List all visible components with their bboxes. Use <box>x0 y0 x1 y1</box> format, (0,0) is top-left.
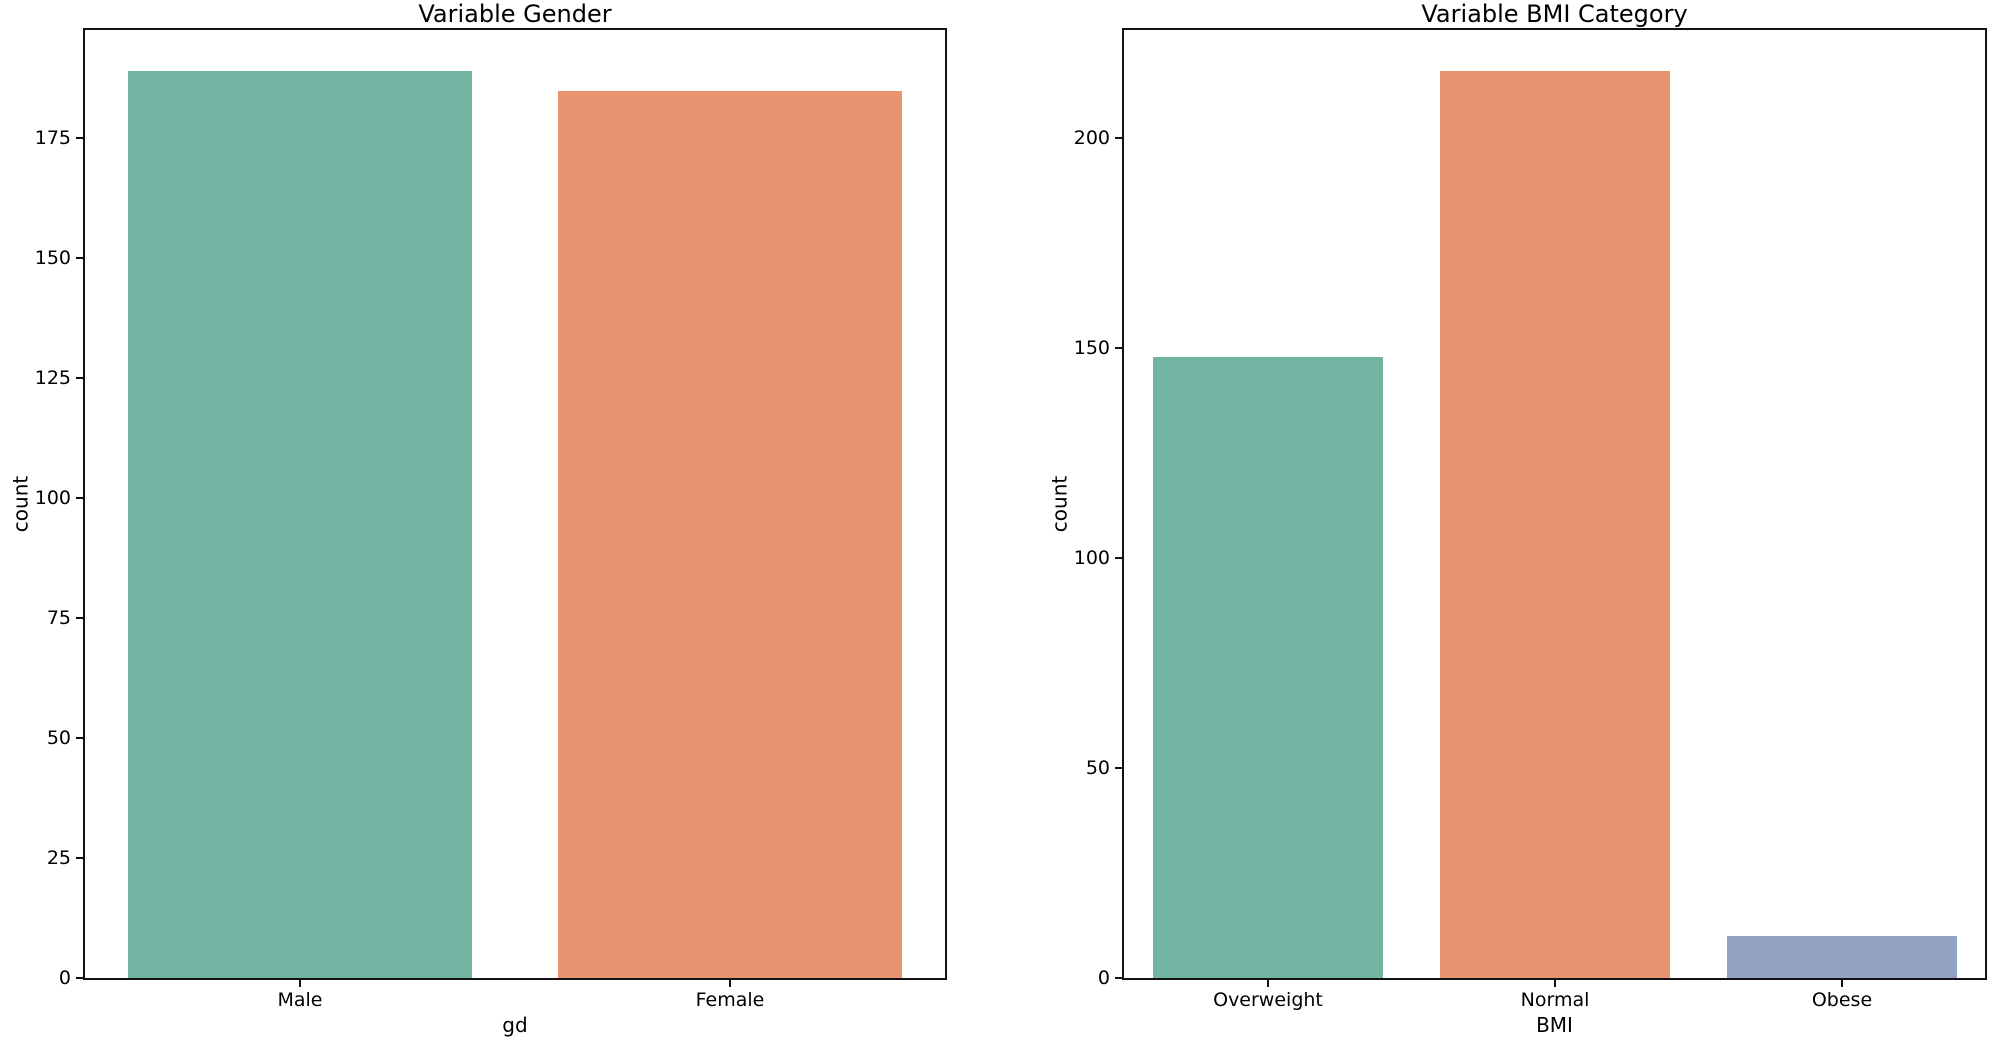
bar-male <box>128 71 472 978</box>
y-tick-label: 75 <box>46 607 71 629</box>
y-tick-mark <box>1115 347 1122 349</box>
y-tick-mark <box>1115 557 1122 559</box>
y-tick-mark <box>76 497 83 499</box>
y-tick-label: 150 <box>1073 337 1110 359</box>
x-axis-label: gd <box>502 1013 528 1037</box>
x-tick-mark <box>729 980 731 987</box>
y-axis-label: count <box>8 475 33 533</box>
x-tick-label: Obese <box>1811 989 1873 1011</box>
y-tick-mark <box>1115 767 1122 769</box>
y-tick-mark <box>76 137 83 139</box>
y-tick-mark <box>1115 137 1122 139</box>
y-tick-mark <box>76 617 83 619</box>
x-tick-label: Female <box>695 989 765 1011</box>
y-tick-label: 0 <box>1097 967 1110 989</box>
bar-normal <box>1440 71 1670 978</box>
y-tick-label: 50 <box>46 727 71 749</box>
y-tick-mark <box>76 377 83 379</box>
y-tick-label: 50 <box>1085 757 1110 779</box>
bar-female <box>558 91 902 978</box>
x-tick-mark <box>1841 980 1843 987</box>
y-tick-mark <box>76 737 83 739</box>
y-tick-label: 175 <box>34 127 71 149</box>
axes-box: 0 25 50 75 100 125 150 175 Male Female <box>35 28 947 1011</box>
y-tick-mark <box>1115 977 1122 979</box>
y-tick-mark <box>76 257 83 259</box>
y-tick-label: 150 <box>34 247 71 269</box>
y-tick-mark <box>76 857 83 859</box>
x-axis-label: BMI <box>1536 1013 1573 1037</box>
y-tick-label: 200 <box>1073 127 1110 149</box>
x-tick-mark <box>1554 980 1556 987</box>
x-tick-label: Overweight <box>1213 989 1323 1011</box>
x-tick-mark <box>299 980 301 987</box>
y-tick-label: 25 <box>46 847 71 869</box>
axes-box: 0 50 100 150 200 Overweight Normal Obese <box>1074 28 1987 1011</box>
y-tick-label: 100 <box>1073 547 1110 569</box>
x-tick-label: Male <box>277 989 323 1011</box>
x-tick-label: Normal <box>1520 989 1590 1011</box>
bar-obese <box>1727 936 1957 978</box>
bar-overweight <box>1153 357 1383 978</box>
y-tick-label: 0 <box>58 967 71 989</box>
x-tick-mark <box>1267 980 1269 987</box>
y-axis-label: count <box>1047 475 1072 533</box>
chart-title: Variable Gender <box>418 0 612 28</box>
chart-title: Variable BMI Category <box>1421 0 1688 28</box>
y-tick-label: 100 <box>34 487 71 509</box>
y-tick-mark <box>76 977 83 979</box>
y-tick-label: 125 <box>34 367 71 389</box>
